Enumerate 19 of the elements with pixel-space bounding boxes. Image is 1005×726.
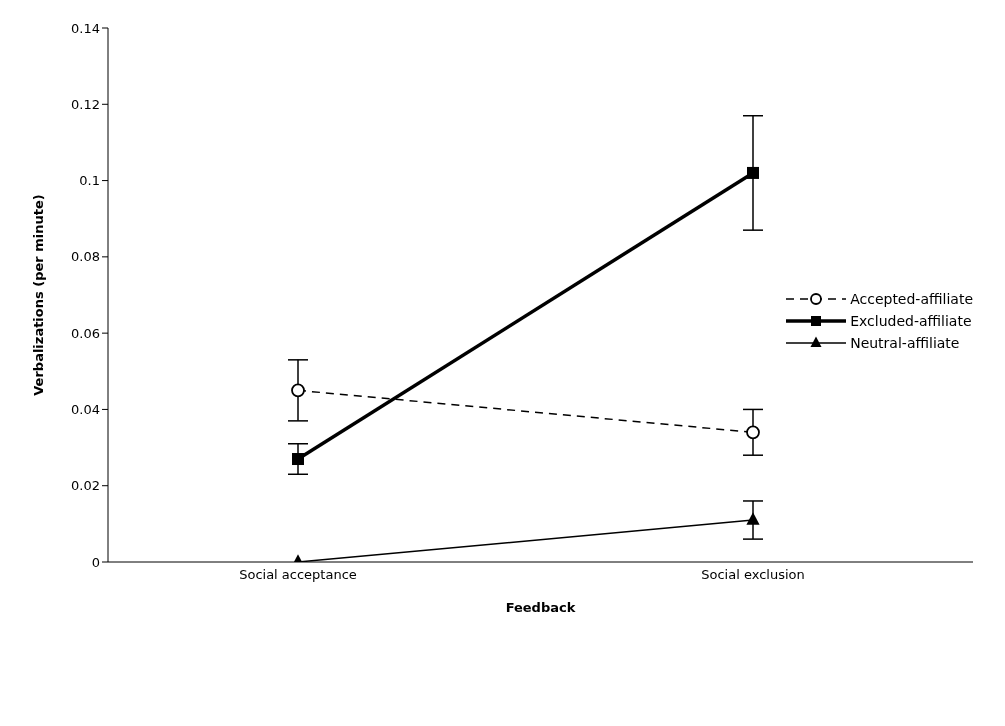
y-tick-label: 0.04 bbox=[71, 402, 100, 418]
legend-label: Neutral-affiliate bbox=[850, 335, 960, 351]
y-axis-title: Verbalizations (per minute) bbox=[30, 194, 46, 396]
y-tick-label: 0.12 bbox=[71, 96, 100, 112]
y-tick-label: 0 bbox=[91, 554, 100, 570]
y-tick-label: 0.14 bbox=[71, 20, 100, 36]
y-tick-label: 0.1 bbox=[79, 173, 100, 189]
point bbox=[746, 425, 760, 440]
legend-label: Accepted-affiliate bbox=[850, 291, 973, 307]
point bbox=[747, 166, 759, 179]
legend-label: Excluded-affiliate bbox=[850, 313, 972, 329]
y-tick-label: 0.06 bbox=[71, 325, 100, 341]
x-axis-title: Feedback bbox=[505, 600, 576, 615]
point bbox=[292, 453, 304, 466]
point bbox=[291, 383, 305, 398]
x-tick-label: Social exclusion bbox=[701, 567, 805, 583]
y-tick-label: 0.08 bbox=[71, 249, 100, 265]
y-tick-label: 0.02 bbox=[71, 478, 100, 494]
x-tick-label: Social acceptance bbox=[239, 567, 357, 583]
